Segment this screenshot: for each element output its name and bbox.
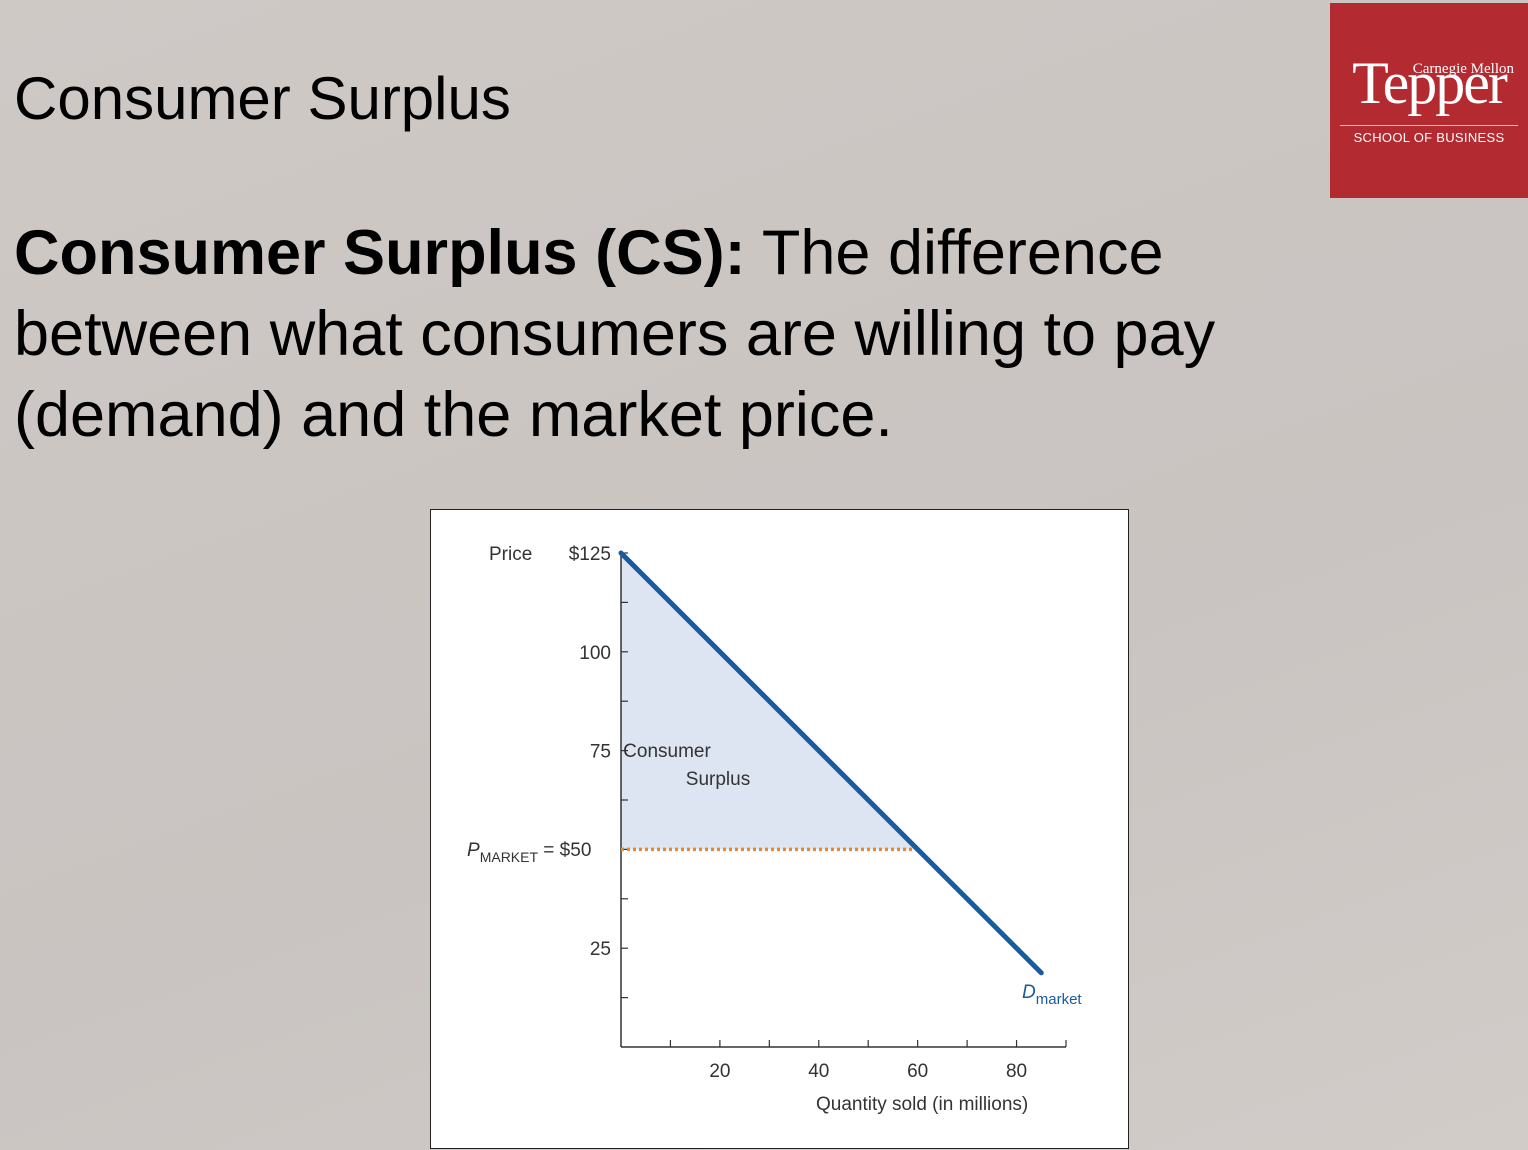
demand-curve-label: Dmarket [1022,982,1082,1008]
market-price-label-value: = $50 [538,840,591,861]
y-tick-label: $125 [569,544,611,565]
x-tick-label: 20 [709,1061,730,1082]
y-tick-label: 100 [579,643,611,664]
y-tick-label: 75 [590,742,611,763]
demand-label-d: D [1022,982,1036,1003]
logo-divider [1340,125,1518,126]
chart-canvas: $125 100 75 25 20 40 60 80 Price Quantity sold … [467,544,1082,1115]
y-axis-label: Price [489,544,532,565]
market-price-label: PMARKET = $50 [467,840,591,865]
market-price-label-p: P [467,840,480,861]
logo-university-text: Carnegie Mellon [1412,61,1514,77]
x-tick-label: 60 [907,1061,928,1082]
definition-term: Consumer Surplus (CS): [14,218,746,288]
x-axis-label: Quantity sold (in millions) [816,1094,1028,1115]
x-tick-label: 40 [808,1061,829,1082]
definition-text: Consumer Surplus (CS): The difference be… [14,213,1334,456]
logo-wordmark: Tepper [1352,50,1508,116]
y-tick-label: 25 [590,939,611,960]
tepper-logo: Carnegie Mellon Tepper SCHOOL OF BUSINES… [1330,3,1528,198]
surplus-label-line2: Surplus [686,769,750,790]
definition-body: The difference between what consumers ar… [14,218,1216,450]
slide-title: Consumer Surplus [14,65,511,132]
logo-school-text: SCHOOL OF BUSINESS [1353,130,1505,145]
demand-curve [618,550,1044,976]
demand-label-sub: market [1036,991,1083,1008]
surplus-label-line1: Consumer [623,741,711,762]
market-price-label-sub: MARKET [480,849,539,865]
x-tick-label: 80 [1006,1061,1027,1082]
consumer-surplus-chart: $125 100 75 25 20 40 60 80 Price Quantity sold … [430,509,1129,1149]
